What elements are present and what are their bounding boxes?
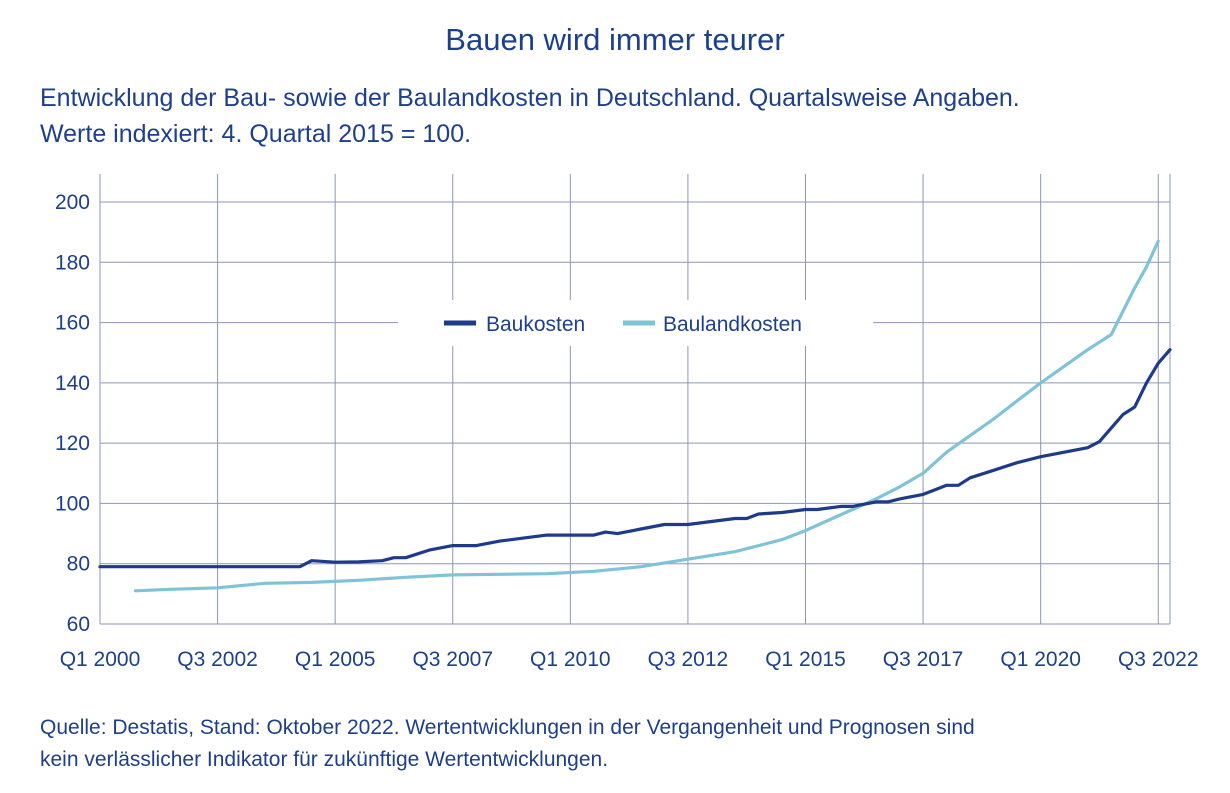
x-axis-ticks: Q1 2000 Q3 2002 Q1 2005 Q3 2007 Q1 2010 Q3 20… [60, 648, 1199, 671]
x-tick-label: Q1 2020 [1000, 648, 1081, 671]
subtitle-line-1: Entwicklung der Bau- sowie der Baulandko… [40, 84, 1020, 112]
source-line-1: Quelle: Destatis, Stand: Oktober 2022. W… [40, 716, 975, 739]
chart-title: Bauen wird immer teurer [445, 22, 785, 57]
y-tick-label: 140 [55, 372, 90, 395]
y-tick-label: 60 [67, 613, 90, 636]
x-tick-label: Q1 2000 [60, 648, 141, 671]
legend: Baukosten Baulandkosten [398, 300, 873, 346]
y-tick-label: 180 [55, 251, 90, 274]
x-tick-label: Q3 2002 [177, 648, 258, 671]
series-line-baulandkosten [133, 239, 1160, 593]
series-line-baukosten [98, 348, 1172, 569]
x-tick-label: Q3 2007 [412, 648, 493, 671]
x-tick-label: Q1 2005 [295, 648, 376, 671]
subtitle-line-2: Werte indexiert: 4. Quartal 2015 = 100. [40, 120, 472, 148]
x-tick-label: Q3 2022 [1118, 648, 1199, 671]
grid [99, 174, 1171, 625]
y-tick-label: 200 [55, 191, 90, 214]
y-tick-label: 160 [55, 312, 90, 335]
source-note: Quelle: Destatis, Stand: Oktober 2022. W… [40, 712, 975, 776]
chart-subtitle: Entwicklung der Bau- sowie der Baulandko… [40, 80, 1020, 152]
y-tick-label: 100 [55, 492, 90, 515]
source-line-2: kein verlässlicher Indikator für zukünft… [40, 748, 609, 771]
y-tick-label: 120 [55, 432, 90, 455]
x-tick-label: Q3 2017 [883, 648, 964, 671]
x-tick-label: Q3 2012 [648, 648, 729, 671]
x-tick-label: Q1 2010 [530, 648, 611, 671]
legend-label-baukosten: Baukosten [486, 313, 585, 336]
legend-label-baulandkosten: Baulandkosten [663, 313, 802, 336]
y-tick-label: 80 [67, 553, 90, 576]
x-tick-label: Q1 2015 [765, 648, 846, 671]
series-lines [98, 239, 1172, 593]
y-axis-ticks: 60 80 100 120 140 160 180 200 [55, 191, 90, 636]
